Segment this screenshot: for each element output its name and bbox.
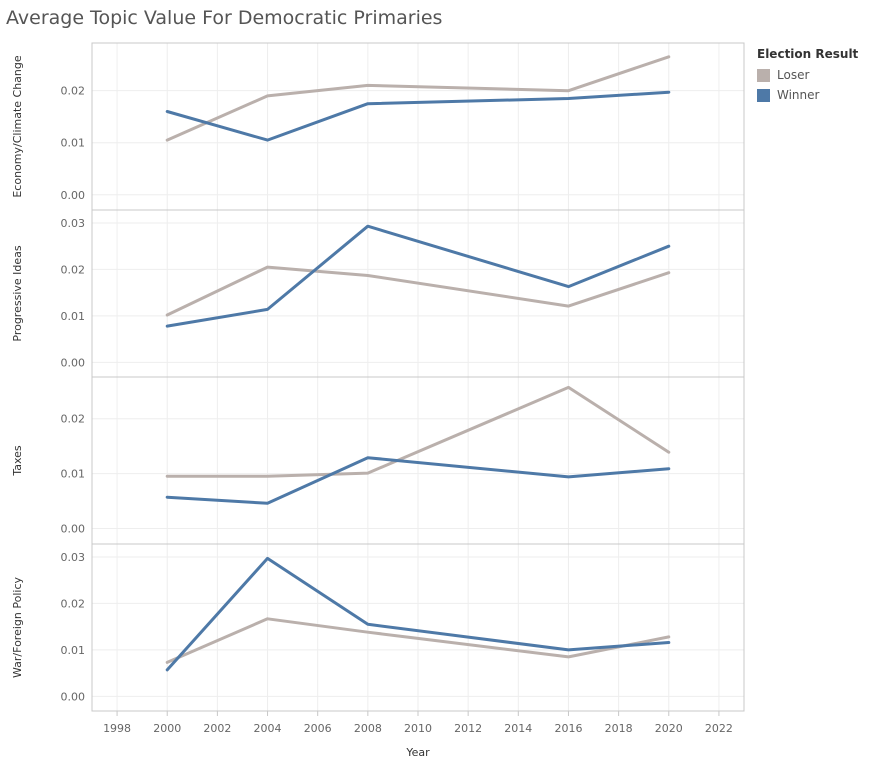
x-tick-label: 2014 bbox=[504, 722, 532, 735]
x-tick-label: 2018 bbox=[605, 722, 633, 735]
legend-swatch-winner bbox=[757, 88, 770, 102]
y-tick-label: 0.02 bbox=[61, 413, 86, 426]
y-tick-label: 0.03 bbox=[61, 217, 86, 230]
y-tick-label: 0.01 bbox=[61, 468, 86, 481]
y-axis-label: Progressive Ideas bbox=[11, 245, 24, 342]
legend-item-loser[interactable]: Loser bbox=[757, 65, 858, 85]
y-tick-label: 0.01 bbox=[61, 644, 86, 657]
y-tick-label: 0.00 bbox=[61, 356, 86, 369]
y-tick-label: 0.00 bbox=[61, 690, 86, 703]
series-line-winner bbox=[165, 556, 671, 672]
legend-label-winner: Winner bbox=[777, 88, 820, 102]
y-axis-label: Economy/Climate Change bbox=[11, 55, 24, 198]
y-tick-label: 0.03 bbox=[61, 551, 86, 564]
legend-title: Election Result bbox=[757, 47, 859, 61]
x-tick-label: 2008 bbox=[354, 722, 382, 735]
x-tick-label: 2004 bbox=[254, 722, 282, 735]
y-tick-label: 0.02 bbox=[61, 85, 86, 98]
x-tick-label: 2006 bbox=[304, 722, 332, 735]
x-tick-label: 2010 bbox=[404, 722, 432, 735]
x-tick-label: 2002 bbox=[203, 722, 231, 735]
y-tick-label: 0.01 bbox=[61, 310, 86, 323]
y-axis-label: Taxes bbox=[11, 445, 24, 477]
legend-swatch-loser bbox=[757, 68, 770, 82]
x-tick-label: 2020 bbox=[655, 722, 683, 735]
y-axis-label: War/Foreign Policy bbox=[11, 577, 24, 678]
series-line-loser bbox=[165, 265, 671, 317]
x-tick-label: 2016 bbox=[554, 722, 582, 735]
series-line-loser bbox=[165, 617, 671, 664]
x-axis-label: Year bbox=[405, 746, 430, 759]
legend: Election Result Loser Winner bbox=[757, 47, 858, 105]
series-line-loser bbox=[165, 55, 671, 142]
x-tick-label: 1998 bbox=[103, 722, 131, 735]
series-line-winner bbox=[165, 456, 671, 505]
series-line-winner bbox=[165, 90, 671, 142]
y-tick-label: 0.02 bbox=[61, 597, 86, 610]
series-line-loser bbox=[165, 385, 671, 478]
series-line-winner bbox=[165, 224, 671, 328]
x-tick-label: 2012 bbox=[454, 722, 482, 735]
x-tick-label: 2022 bbox=[705, 722, 733, 735]
y-tick-label: 0.01 bbox=[61, 137, 86, 150]
y-tick-label: 0.00 bbox=[61, 523, 86, 536]
legend-item-winner[interactable]: Winner bbox=[757, 85, 858, 105]
chart-title: Average Topic Value For Democratic Prima… bbox=[6, 7, 443, 29]
x-tick-label: 2000 bbox=[153, 722, 181, 735]
y-tick-label: 0.02 bbox=[61, 263, 86, 276]
legend-label-loser: Loser bbox=[777, 68, 810, 82]
y-tick-label: 0.00 bbox=[61, 189, 86, 202]
